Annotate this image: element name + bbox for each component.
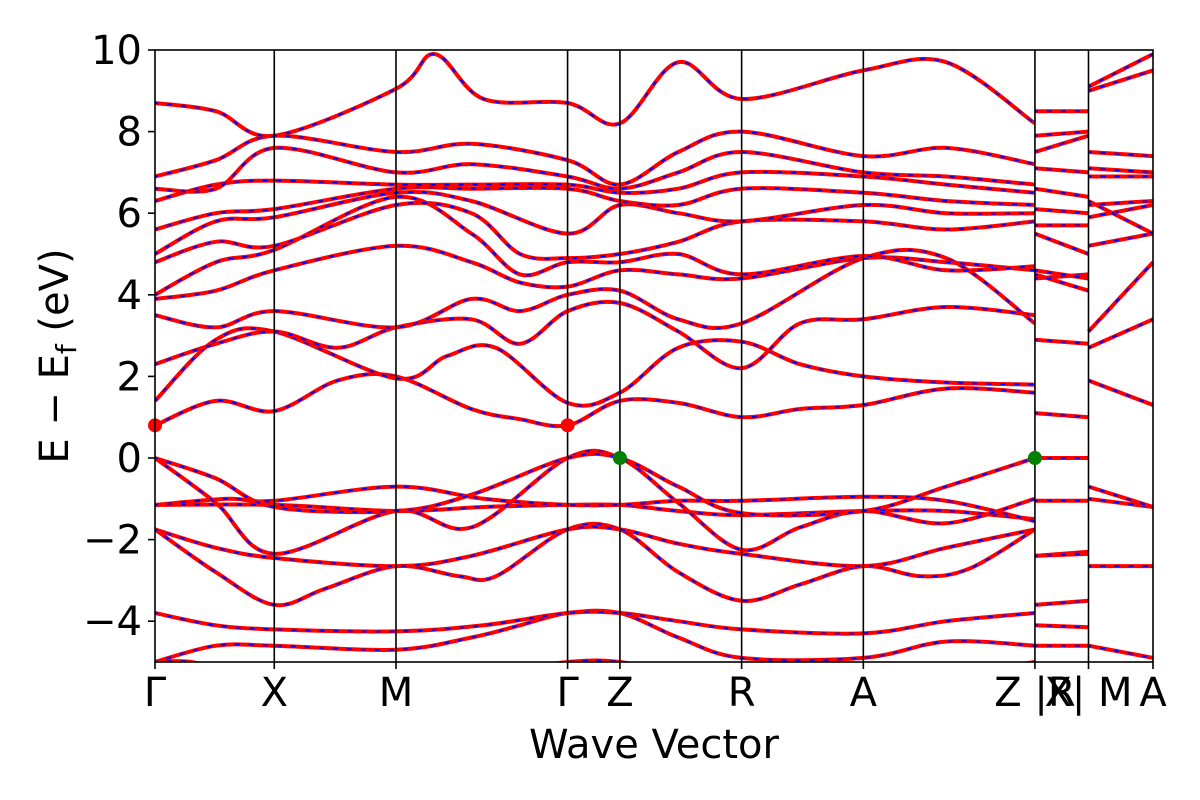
y-axis-label-subscript: f [50, 343, 83, 354]
kpoint-lines [273, 50, 1090, 662]
x-tick-label: A [850, 670, 878, 716]
band-line-overlay-seg0-6 [155, 485, 1036, 523]
band-line-seg0-15 [155, 200, 1036, 265]
band-line-overlay-seg0-19 [155, 146, 1035, 193]
band-line-seg0-4 [155, 524, 1036, 569]
y-axis-label-unit: (eV) [32, 248, 78, 344]
band-line-overlay-seg2-6 [1087, 261, 1153, 333]
band-line-overlay-seg0-3 [155, 522, 1036, 607]
band-line-seg0-1 [155, 608, 1035, 662]
band-line-overlay-seg0-12 [155, 248, 1036, 330]
x-tick-label: Γ [556, 670, 579, 716]
band-line-overlay-seg2-4 [1088, 379, 1153, 406]
x-axis-label: Wave Vector [529, 722, 780, 768]
y-axis-label-main: E − E [32, 354, 78, 464]
band-line-overlay-seg1-1 [1034, 624, 1089, 629]
band-line-overlay-seg2-7 [1088, 232, 1153, 247]
x-tick-label: X| M [1044, 670, 1132, 716]
band-line-overlay-seg2-10 [1088, 200, 1153, 235]
x-tick-label: Z |R [994, 670, 1075, 716]
y-axis-label: E − Ef (eV) [32, 248, 83, 463]
band-line-overlay-seg1-11 [1034, 269, 1089, 280]
band-edge-markers [148, 418, 1042, 465]
y-tick-label: 8 [117, 110, 142, 156]
y-tick-label: −4 [83, 599, 142, 645]
x-tick-label: A [1139, 670, 1167, 716]
x-tick-label: M [379, 670, 414, 716]
band-line-overlay-seg0-13 [155, 244, 1035, 300]
bands-layer [155, 52, 1153, 662]
band-line-overlay-seg0-10 [155, 327, 1035, 407]
band-edge-marker [560, 418, 575, 433]
band-line-overlay-seg2-14 [1088, 53, 1153, 88]
band-line-overlay-seg1-4 [1034, 552, 1089, 557]
band-line-overlay-seg1-8 [1034, 338, 1089, 345]
band-line-overlay-seg0-15 [155, 201, 1035, 264]
band-line-overlay-seg1-15 [1034, 187, 1089, 198]
plot-frame [154, 49, 1154, 663]
band-line-seg0-3 [155, 521, 1036, 608]
band-line-overlay-seg1-2 [1034, 599, 1089, 606]
y-tick-label: −2 [83, 518, 142, 564]
band-line-overlay-seg2-5 [1088, 318, 1153, 349]
band-line-overlay-seg2-0 [1088, 644, 1153, 659]
band-line-overlay-seg1-7 [1034, 412, 1089, 419]
band-line-overlay-seg1-17 [1034, 134, 1089, 153]
y-tick-label: 10 [91, 28, 142, 74]
band-line-overlay-seg1-9 [1034, 273, 1089, 280]
band-line-seg2-12 [1088, 166, 1153, 175]
x-tick-label: Z [606, 670, 633, 716]
band-line-overlay-seg0-4 [155, 525, 1036, 568]
band-line-overlay-seg2-8 [1088, 204, 1153, 219]
y-tick-label: 4 [117, 273, 142, 319]
band-line-overlay-seg0-8 [155, 452, 1036, 517]
band-line-overlay-seg0-1 [155, 609, 1035, 662]
y-tick-label: 2 [117, 354, 142, 400]
band-line-overlay-seg1-12 [1034, 232, 1089, 255]
band-line-seg0-10 [155, 326, 1035, 408]
x-tick-label: Γ [144, 670, 167, 716]
band-line-overlay-seg0-2 [155, 610, 1035, 635]
band-line-overlay-seg2-15 [1088, 69, 1153, 92]
y-tick-label: 0 [117, 436, 142, 482]
band-line-seg0-21 [155, 52, 1037, 139]
band-line-overlay-seg2-3 [1088, 485, 1153, 508]
band-edge-marker [1027, 451, 1042, 465]
band-line-overlay-seg0-18 [155, 170, 1035, 202]
band-edge-marker [612, 451, 627, 465]
band-line-overlay-seg0-11 [155, 300, 1035, 370]
band-line-overlay-seg1-10 [1034, 273, 1089, 292]
y-axis-ticks: −4 −2 0 2 4 6 8 10 [83, 28, 155, 645]
band-line-seg2-13 [1088, 150, 1153, 159]
band-line-seg0-14 [155, 194, 1035, 297]
y-tick-label: 6 [117, 191, 142, 237]
band-line-overlay-seg1-16 [1034, 167, 1089, 174]
band-line-overlay-seg0-21 [155, 53, 1036, 138]
band-line-overlay-seg1-14 [1034, 208, 1089, 215]
band-line-overlay-seg1-18 [1034, 130, 1089, 137]
x-tick-label: R [728, 670, 756, 716]
x-tick-label: X [261, 670, 288, 716]
band-line-seg0-2 [155, 609, 1036, 636]
